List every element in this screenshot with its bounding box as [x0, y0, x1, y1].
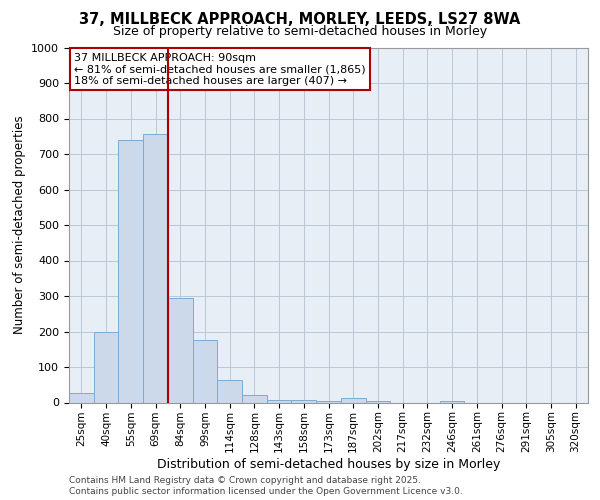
Bar [217, 380, 242, 402]
Text: Contains public sector information licensed under the Open Government Licence v3: Contains public sector information licen… [69, 488, 463, 496]
Bar [118, 140, 143, 402]
Bar [168, 298, 193, 403]
Bar [143, 134, 168, 402]
Bar [267, 400, 292, 402]
Bar [316, 400, 341, 402]
Bar [193, 340, 217, 402]
Text: Contains HM Land Registry data © Crown copyright and database right 2025.: Contains HM Land Registry data © Crown c… [69, 476, 421, 485]
Text: Size of property relative to semi-detached houses in Morley: Size of property relative to semi-detach… [113, 25, 487, 38]
Bar [242, 396, 267, 402]
X-axis label: Distribution of semi-detached houses by size in Morley: Distribution of semi-detached houses by … [157, 458, 500, 471]
Bar [292, 400, 316, 402]
Y-axis label: Number of semi-detached properties: Number of semi-detached properties [13, 116, 26, 334]
Bar [341, 398, 365, 402]
Text: 37, MILLBECK APPROACH, MORLEY, LEEDS, LS27 8WA: 37, MILLBECK APPROACH, MORLEY, LEEDS, LS… [79, 12, 521, 28]
Bar [69, 392, 94, 402]
Text: 37 MILLBECK APPROACH: 90sqm
← 81% of semi-detached houses are smaller (1,865)
18: 37 MILLBECK APPROACH: 90sqm ← 81% of sem… [74, 53, 366, 86]
Bar [440, 400, 464, 402]
Bar [94, 332, 118, 402]
